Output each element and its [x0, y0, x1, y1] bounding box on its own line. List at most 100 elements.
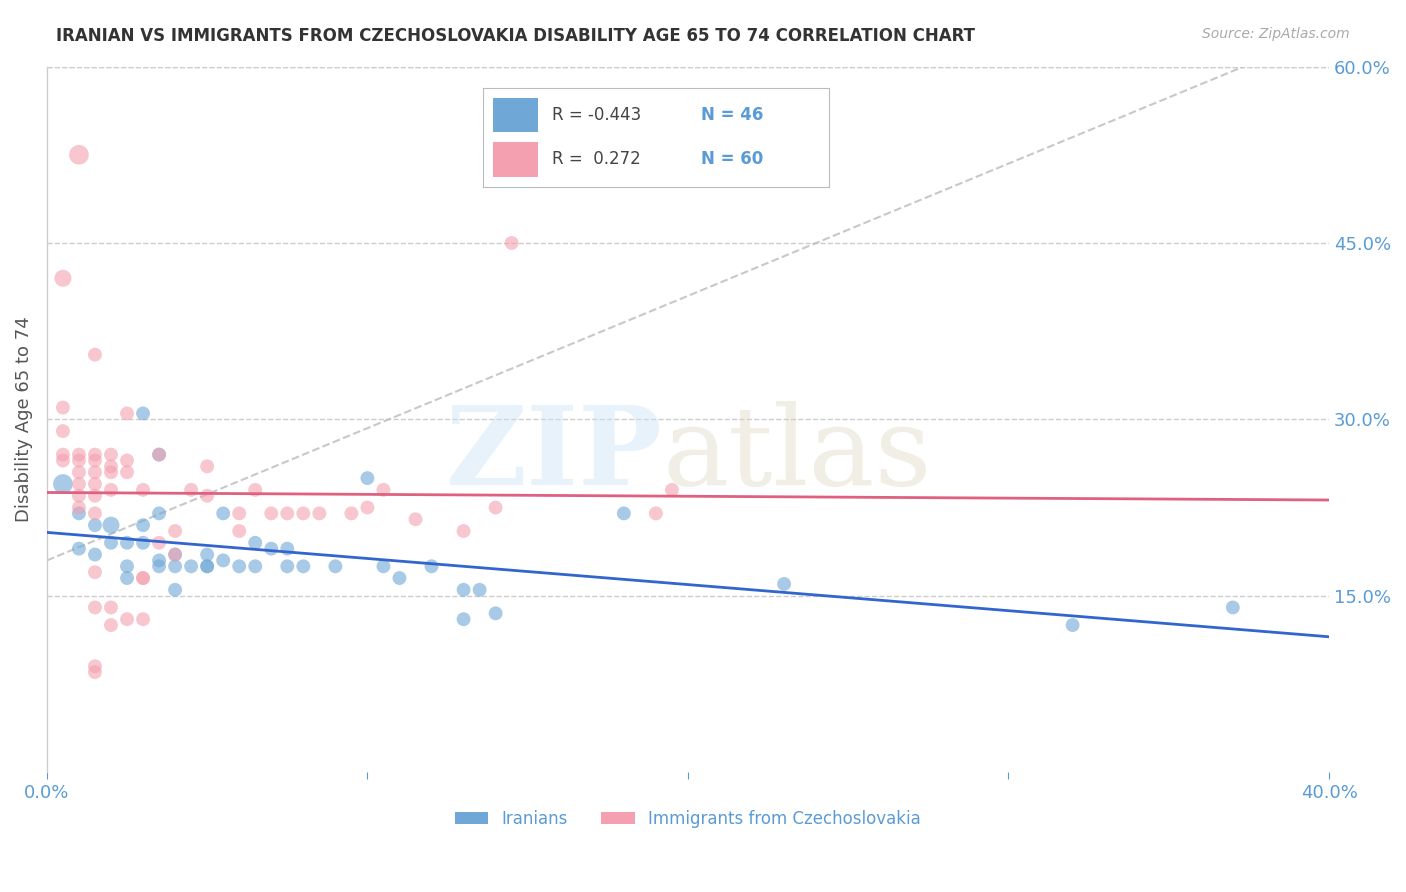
Point [325, 559, 347, 574]
Point [67, 541, 90, 556]
Point [1062, 618, 1084, 632]
Point [356, 471, 378, 485]
Point [180, 559, 202, 574]
Point [84, 518, 107, 533]
Point [132, 535, 155, 549]
Text: ZIP: ZIP [446, 401, 662, 508]
Point [52, 448, 75, 462]
Point [308, 507, 330, 521]
Point [373, 559, 395, 574]
Point [260, 507, 283, 521]
Point [228, 559, 250, 574]
Point [100, 483, 122, 497]
Point [195, 489, 218, 503]
Point [100, 600, 122, 615]
Point [100, 518, 122, 533]
Point [67, 453, 90, 467]
Point [52, 401, 75, 415]
Point [67, 507, 90, 521]
Point [84, 477, 107, 491]
Point [276, 559, 298, 574]
Point [773, 577, 796, 591]
Point [67, 465, 90, 479]
Point [132, 483, 155, 497]
Point [52, 424, 75, 438]
Point [228, 524, 250, 538]
Point [115, 559, 138, 574]
Point [132, 518, 155, 533]
Point [245, 535, 267, 549]
Point [420, 559, 443, 574]
Point [132, 612, 155, 626]
Point [67, 489, 90, 503]
Point [84, 565, 107, 579]
Point [453, 612, 475, 626]
Point [356, 500, 378, 515]
Y-axis label: Disability Age 65 to 74: Disability Age 65 to 74 [15, 317, 32, 522]
Point [100, 465, 122, 479]
Point [115, 535, 138, 549]
Point [453, 582, 475, 597]
Point [228, 507, 250, 521]
Point [148, 448, 170, 462]
Point [84, 659, 107, 673]
Point [292, 559, 315, 574]
Point [613, 507, 636, 521]
Point [52, 477, 75, 491]
Point [165, 582, 187, 597]
Point [148, 559, 170, 574]
Point [165, 548, 187, 562]
Point [180, 483, 202, 497]
Point [501, 235, 523, 250]
Point [67, 500, 90, 515]
Point [212, 507, 235, 521]
Point [132, 407, 155, 421]
Point [52, 453, 75, 467]
Point [100, 618, 122, 632]
Point [405, 512, 427, 526]
Point [485, 500, 508, 515]
Point [245, 559, 267, 574]
Point [388, 571, 411, 585]
Point [373, 483, 395, 497]
Point [195, 559, 218, 574]
Legend: Iranians, Immigrants from Czechoslovakia: Iranians, Immigrants from Czechoslovakia [449, 803, 928, 834]
Point [165, 548, 187, 562]
Point [132, 571, 155, 585]
Point [84, 665, 107, 679]
Point [67, 148, 90, 162]
Point [84, 448, 107, 462]
Point [67, 477, 90, 491]
Point [100, 459, 122, 474]
Point [84, 348, 107, 362]
Point [340, 507, 363, 521]
Point [212, 553, 235, 567]
Point [276, 541, 298, 556]
Point [1222, 600, 1244, 615]
Point [84, 507, 107, 521]
Point [84, 548, 107, 562]
Point [661, 483, 683, 497]
Point [165, 559, 187, 574]
Point [115, 465, 138, 479]
Point [148, 553, 170, 567]
Point [165, 524, 187, 538]
Point [468, 582, 491, 597]
Text: IRANIAN VS IMMIGRANTS FROM CZECHOSLOVAKIA DISABILITY AGE 65 TO 74 CORRELATION CH: IRANIAN VS IMMIGRANTS FROM CZECHOSLOVAKI… [56, 27, 976, 45]
Point [195, 559, 218, 574]
Point [115, 407, 138, 421]
Point [84, 489, 107, 503]
Point [84, 600, 107, 615]
Point [260, 541, 283, 556]
Point [148, 535, 170, 549]
Point [644, 507, 666, 521]
Point [453, 524, 475, 538]
Point [195, 459, 218, 474]
Point [115, 612, 138, 626]
Point [100, 448, 122, 462]
Point [245, 483, 267, 497]
Point [115, 453, 138, 467]
Point [84, 465, 107, 479]
Point [148, 448, 170, 462]
Text: Source: ZipAtlas.com: Source: ZipAtlas.com [1202, 27, 1350, 41]
